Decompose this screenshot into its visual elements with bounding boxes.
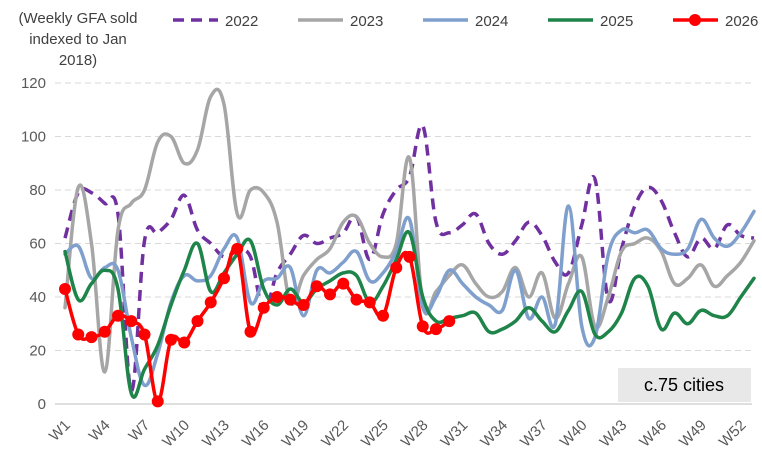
data-point-2026	[337, 277, 350, 290]
series-lines	[59, 87, 756, 408]
data-point-2026	[363, 296, 376, 309]
data-point-2026	[112, 309, 124, 322]
data-point-2026	[59, 282, 71, 295]
data-point-2026	[430, 323, 442, 336]
data-point-2026	[297, 299, 310, 312]
x-tick-label: W7	[125, 417, 153, 445]
y-tick-label: 60	[29, 236, 46, 253]
x-tick-label: W28	[398, 417, 432, 451]
x-tick-label: W46	[636, 417, 670, 451]
x-tick-label: W19	[278, 417, 312, 451]
data-point-2026	[416, 320, 429, 333]
legend: 2022 2023 2024 2025 2026	[173, 13, 758, 30]
annotation-text: c.75 cities	[644, 375, 724, 395]
x-tick-label: W16	[239, 417, 273, 451]
data-point-2026	[218, 272, 230, 285]
data-point-2026	[231, 242, 244, 255]
data-point-2026	[324, 288, 336, 301]
legend-label: 2022	[225, 13, 258, 30]
data-point-2026	[85, 331, 98, 344]
x-tick-label: W4	[86, 417, 114, 445]
y-tick-label: 0	[38, 396, 46, 413]
x-tick-label: W31	[437, 417, 471, 451]
annotation-badge: c.75 cities	[618, 368, 751, 402]
data-point-2026	[271, 291, 283, 303]
x-tick-label: W37	[517, 417, 551, 451]
data-point-2026	[151, 395, 164, 408]
x-tick-label: W34	[477, 417, 511, 451]
data-point-2026	[443, 315, 456, 328]
annotation-background	[618, 368, 751, 402]
data-point-2026	[284, 293, 297, 306]
data-point-2026	[377, 309, 389, 322]
x-tick-label: W13	[199, 417, 233, 451]
legend-label: 2024	[475, 13, 508, 30]
x-tick-label: W1	[46, 417, 74, 445]
data-point-2026	[257, 301, 270, 314]
y-axis-title-line: 2018)	[59, 52, 97, 69]
data-point-2026	[125, 315, 138, 328]
series-line-2023	[63, 87, 756, 374]
y-tick-label: 40	[29, 289, 46, 306]
data-point-2026	[390, 261, 403, 274]
data-point-2026	[178, 336, 191, 349]
x-tick-label: W49	[676, 417, 710, 451]
data-point-2026	[138, 328, 151, 341]
legend-label: 2025	[600, 13, 633, 30]
data-point-2026	[244, 325, 257, 338]
data-point-2026	[72, 328, 85, 341]
data-point-2026	[310, 280, 323, 293]
x-tick-label: W43	[596, 417, 630, 451]
data-point-2026	[204, 296, 217, 309]
data-point-2026	[403, 250, 416, 263]
legend-marker-2026	[689, 14, 701, 26]
x-tick-label: W40	[557, 417, 591, 451]
y-axis-title-line: (Weekly GFA sold	[19, 10, 138, 27]
y-tick-label: 120	[21, 75, 46, 92]
x-tick-label: W52	[716, 417, 750, 451]
series-line-2022	[63, 123, 755, 393]
legend-label: 2026	[725, 13, 758, 30]
legend-label: 2023	[350, 13, 383, 30]
y-tick-label: 100	[21, 129, 46, 146]
y-axis-title-line: indexed to Jan	[29, 31, 127, 48]
y-axis-title: (Weekly GFA sold indexed to Jan 2018)	[19, 10, 138, 69]
data-point-2026	[165, 333, 177, 346]
x-tick-label: W10	[159, 417, 193, 451]
data-point-2026	[98, 325, 111, 338]
gridlines	[55, 82, 752, 351]
x-tick-label: W22	[318, 417, 352, 451]
series-line-2025	[63, 229, 756, 399]
y-tick-label: 80	[29, 182, 46, 199]
y-tick-label: 20	[29, 343, 46, 360]
data-point-2026	[191, 315, 204, 328]
x-tick-label: W25	[358, 417, 392, 451]
data-point-2026	[350, 293, 363, 306]
